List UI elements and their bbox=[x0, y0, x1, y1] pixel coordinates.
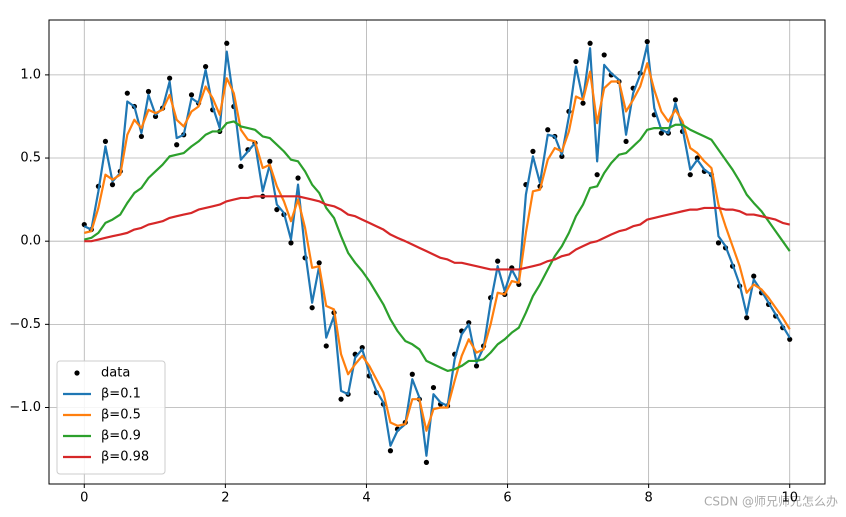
data-point bbox=[530, 148, 536, 154]
legend-label: β=0.9 bbox=[101, 429, 141, 444]
data-point bbox=[267, 158, 273, 164]
legend-box bbox=[56, 360, 166, 475]
x-tick-label: 2 bbox=[221, 491, 229, 506]
data-point bbox=[359, 345, 365, 351]
data-point bbox=[188, 92, 195, 98]
data-point bbox=[672, 97, 679, 103]
data-point bbox=[295, 175, 301, 181]
x-tick-label: 10 bbox=[781, 491, 798, 506]
series-line bbox=[84, 120, 791, 373]
data-point bbox=[174, 142, 180, 148]
data-point bbox=[167, 75, 173, 81]
legend-marker bbox=[74, 370, 80, 376]
data-point bbox=[594, 172, 600, 178]
data-point bbox=[601, 52, 607, 58]
data-point bbox=[409, 371, 415, 377]
data-point bbox=[466, 320, 472, 326]
data-point bbox=[644, 39, 650, 45]
data-point bbox=[423, 459, 430, 465]
data-point bbox=[323, 343, 329, 349]
data-point bbox=[573, 58, 579, 65]
data-point bbox=[787, 336, 793, 342]
data-point bbox=[203, 63, 209, 70]
data-point bbox=[694, 155, 700, 161]
plot-frame bbox=[48, 19, 826, 485]
data-point bbox=[715, 240, 722, 246]
data-point bbox=[387, 448, 394, 454]
data-point bbox=[109, 182, 116, 188]
data-point bbox=[559, 153, 565, 159]
x-tick-label: 4 bbox=[362, 491, 370, 506]
data-point bbox=[495, 258, 501, 264]
data-point bbox=[238, 163, 244, 169]
y-tick-label: −1.0 bbox=[9, 400, 41, 415]
series-line bbox=[84, 195, 790, 271]
data-point bbox=[623, 138, 629, 145]
data-point bbox=[316, 260, 322, 266]
x-tick-label: 0 bbox=[80, 491, 88, 506]
y-tick-label: 0.5 bbox=[20, 151, 41, 166]
legend-label: β=0.5 bbox=[101, 408, 141, 423]
data-point bbox=[288, 240, 294, 246]
data-point bbox=[338, 396, 344, 402]
data-point bbox=[274, 206, 280, 213]
y-tick-label: 0.0 bbox=[20, 234, 41, 249]
data-point bbox=[744, 315, 750, 321]
data-point bbox=[124, 90, 130, 96]
data-point bbox=[309, 305, 315, 311]
watermark: CSDN @师兄师兄怎么办 bbox=[704, 494, 838, 509]
data-point bbox=[145, 88, 152, 95]
data-point bbox=[430, 384, 437, 391]
legend-label: β=0.98 bbox=[101, 450, 149, 465]
data-point bbox=[751, 273, 757, 279]
data-point bbox=[473, 363, 480, 369]
data-point bbox=[545, 127, 551, 133]
series-line bbox=[83, 43, 791, 457]
data-point bbox=[138, 133, 145, 140]
data-point bbox=[580, 100, 586, 106]
data-point bbox=[152, 113, 159, 120]
data-point bbox=[587, 40, 593, 46]
y-tick-label: −0.5 bbox=[9, 317, 41, 332]
x-tick-label: 8 bbox=[644, 491, 652, 506]
y-tick-label: 1.0 bbox=[20, 67, 41, 82]
legend-label: data bbox=[101, 366, 130, 381]
data-point bbox=[224, 40, 230, 46]
data-point bbox=[687, 172, 693, 178]
series-line bbox=[84, 62, 791, 432]
legend: data β=0.1 β=0.5 β=0.9 β=0.98 bbox=[56, 360, 166, 475]
x-tick-label: 6 bbox=[503, 491, 511, 506]
data-point bbox=[102, 138, 109, 145]
legend-label: β=0.1 bbox=[101, 387, 141, 402]
data-point bbox=[658, 130, 664, 136]
